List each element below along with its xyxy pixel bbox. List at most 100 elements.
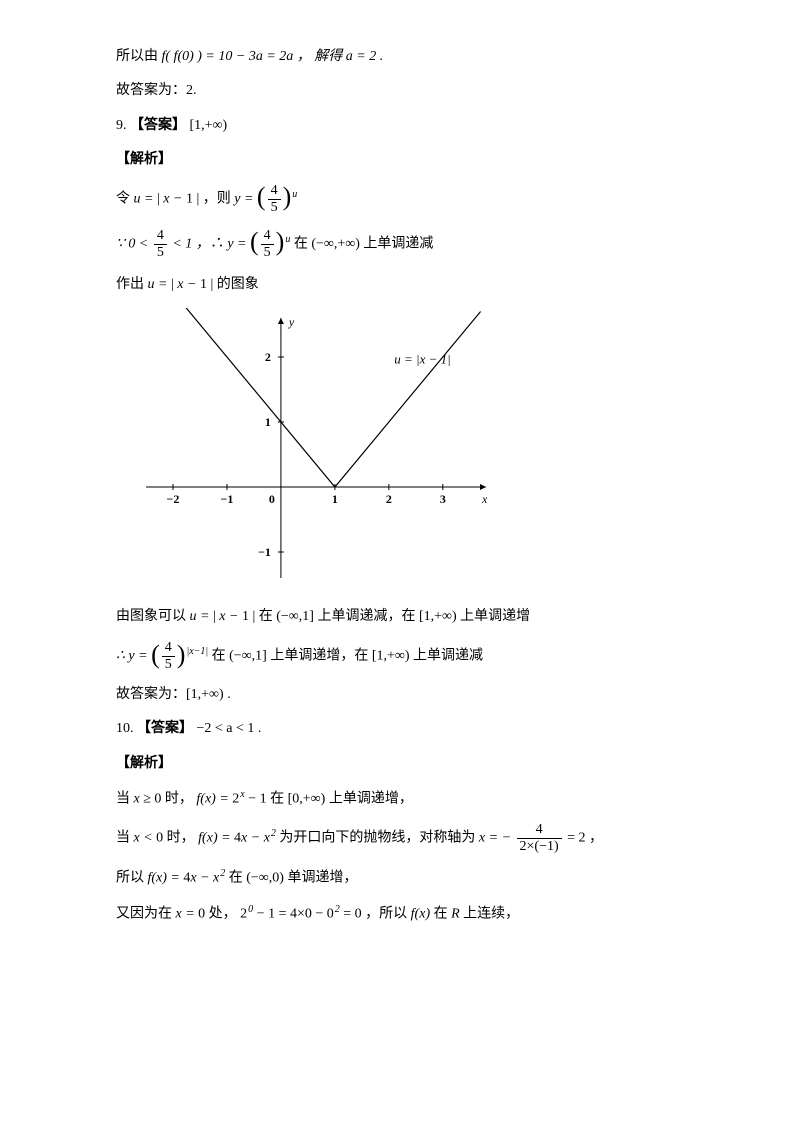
- right-paren-icon: ): [276, 230, 285, 253]
- paragraph: 又因为在 x = 0 处， 20 − 1 = 4×0 − 02 = 0 ，所以 …: [116, 902, 684, 926]
- text: 的图象: [217, 277, 259, 292]
- chart-container: x y −2 −1 0 1 2 3 −1 1 2 u = |x − 1|: [136, 308, 684, 596]
- svg-text:y: y: [288, 315, 295, 329]
- svg-text:−1: −1: [258, 545, 271, 559]
- text: 上连续，: [463, 907, 519, 922]
- text: 又因为在: [116, 907, 176, 922]
- text: 在 (−∞,1] 上单调递增，在 [1,+∞) 上单调递减: [212, 648, 483, 663]
- left-paren-icon: (: [250, 230, 259, 253]
- text: 在 (−∞,+∞) 上单调递减: [294, 236, 434, 251]
- svg-text:1: 1: [265, 415, 271, 429]
- svg-text:0: 0: [269, 492, 275, 506]
- question-header: 10. 【答案】 −2 < a < 1 .: [116, 718, 684, 740]
- text: 令: [116, 191, 134, 206]
- text: < 1 ，∴: [172, 236, 227, 251]
- text: 在 (−∞,0) 单调递增，: [229, 871, 358, 886]
- left-paren-icon: (: [257, 185, 266, 208]
- paragraph: 所以 f(x) = 4x − x2 在 (−∞,0) 单调递增，: [116, 866, 684, 890]
- paragraph: 令 u = | x − 1 | ，则 y = (45)u: [116, 184, 684, 215]
- right-paren-icon: ): [177, 643, 186, 666]
- svg-text:u = |x − 1|: u = |x − 1|: [394, 351, 450, 366]
- exponent: |x−1|: [186, 646, 208, 657]
- fraction: 45: [261, 229, 274, 260]
- math-expr: x = 0: [176, 907, 206, 922]
- fraction: 42×(−1): [517, 823, 562, 854]
- math-expr: y =: [234, 191, 257, 206]
- math-expr: R: [451, 907, 460, 922]
- math-expr: f(x) = 4x − x: [148, 871, 220, 886]
- math-expr: x < 0: [134, 831, 164, 846]
- math-expr: x ≥ 0: [134, 792, 162, 807]
- svg-text:2: 2: [265, 350, 271, 364]
- paragraph: ∵ 0 < 45 < 1 ，∴ y = (45)u 在 (−∞,+∞) 上单调递…: [116, 229, 684, 260]
- text: 处，: [209, 907, 237, 922]
- text: 所以由: [116, 49, 162, 64]
- math-expr: y =: [227, 236, 250, 251]
- text: 作出: [116, 277, 148, 292]
- text: 为开口向下的抛物线，对称轴为: [279, 831, 479, 846]
- question-number: 10.: [116, 721, 137, 736]
- paragraph: 作出 u = | x − 1 | 的图象: [116, 274, 684, 296]
- text: = 0 ，所以: [343, 907, 410, 922]
- text: − 1 在 [0,+∞) 上单调递增，: [248, 792, 413, 807]
- left-paren-icon: (: [151, 643, 160, 666]
- text: 当: [116, 792, 134, 807]
- question-header: 9. 【答案】 [1,+∞): [116, 115, 684, 137]
- answer-value: −2 < a < 1 .: [197, 721, 262, 736]
- math-expr: f(x) = 2: [196, 792, 239, 807]
- math-expr: 2: [240, 907, 247, 922]
- math-expr: x = −: [479, 831, 515, 846]
- answer-label: 【答案】: [130, 118, 186, 133]
- answer-label: 【答案】: [137, 721, 193, 736]
- text: 所以: [116, 871, 148, 886]
- svg-text:−2: −2: [167, 492, 180, 506]
- paragraph: ∴ y = (45)|x−1| 在 (−∞,1] 上单调递增，在 [1,+∞) …: [116, 641, 684, 672]
- math-expr: u = | x − 1 |: [148, 277, 214, 292]
- fraction: 45: [154, 229, 167, 260]
- math-expr: − 1 = 4×0 − 0: [257, 907, 334, 922]
- text: 时，: [165, 792, 193, 807]
- text: 由图象可以: [116, 609, 190, 624]
- text: ，则: [203, 191, 235, 206]
- paragraph: 所以由 f( f(0) ) = 10 − 3a = 2a ， 解得 a = 2 …: [116, 46, 684, 68]
- exponent: 2: [335, 904, 340, 915]
- abs-value-chart: x y −2 −1 0 1 2 3 −1 1 2 u = |x − 1|: [136, 308, 496, 588]
- math-expr: f(x) = 4x − x: [198, 831, 270, 846]
- exponent: x: [240, 789, 244, 800]
- text: 时，: [167, 831, 195, 846]
- text: 在 (−∞,1] 上单调递减，在 [1,+∞) 上单调递增: [259, 609, 530, 624]
- svg-text:3: 3: [440, 492, 446, 506]
- exponent: 0: [248, 904, 253, 915]
- text: 当: [116, 831, 134, 846]
- exponent: u: [285, 234, 290, 245]
- math-expr: u = | x − 1 |: [134, 191, 200, 206]
- analysis-label: 【解析】: [116, 753, 684, 775]
- text: = 2 ，: [567, 831, 603, 846]
- paragraph: 故答案为：2.: [116, 80, 684, 102]
- svg-text:x: x: [481, 492, 488, 506]
- text: ∴: [116, 648, 128, 663]
- fraction: 45: [268, 184, 281, 215]
- question-number: 9.: [116, 118, 130, 133]
- answer-value: [1,+∞): [190, 118, 228, 133]
- exponent: 2: [271, 828, 276, 839]
- paragraph: 当 x < 0 时， f(x) = 4x − x2 为开口向下的抛物线，对称轴为…: [116, 823, 684, 854]
- text: ∵ 0 <: [116, 236, 152, 251]
- page-content: 所以由 f( f(0) ) = 10 − 3a = 2a ， 解得 a = 2 …: [0, 0, 794, 978]
- paragraph: 故答案为：[1,+∞) .: [116, 684, 684, 706]
- math-expr: 解得 a = 2 .: [314, 49, 383, 64]
- math-expr: y =: [128, 648, 151, 663]
- exponent: u: [292, 189, 297, 200]
- analysis-label: 【解析】: [116, 149, 684, 171]
- fraction: 45: [162, 641, 175, 672]
- text: 在: [434, 907, 452, 922]
- svg-text:−1: −1: [221, 492, 234, 506]
- paragraph: 由图象可以 u = | x − 1 | 在 (−∞,1] 上单调递减，在 [1,…: [116, 606, 684, 628]
- right-paren-icon: ): [283, 185, 292, 208]
- math-expr: f(x): [411, 907, 430, 922]
- svg-text:1: 1: [332, 492, 338, 506]
- paragraph: 当 x ≥ 0 时， f(x) = 2x − 1 在 [0,+∞) 上单调递增，: [116, 787, 684, 811]
- exponent: 2: [220, 868, 225, 879]
- svg-text:2: 2: [386, 492, 392, 506]
- math-expr: f( f(0) ) = 10 − 3a = 2a ，: [162, 49, 311, 64]
